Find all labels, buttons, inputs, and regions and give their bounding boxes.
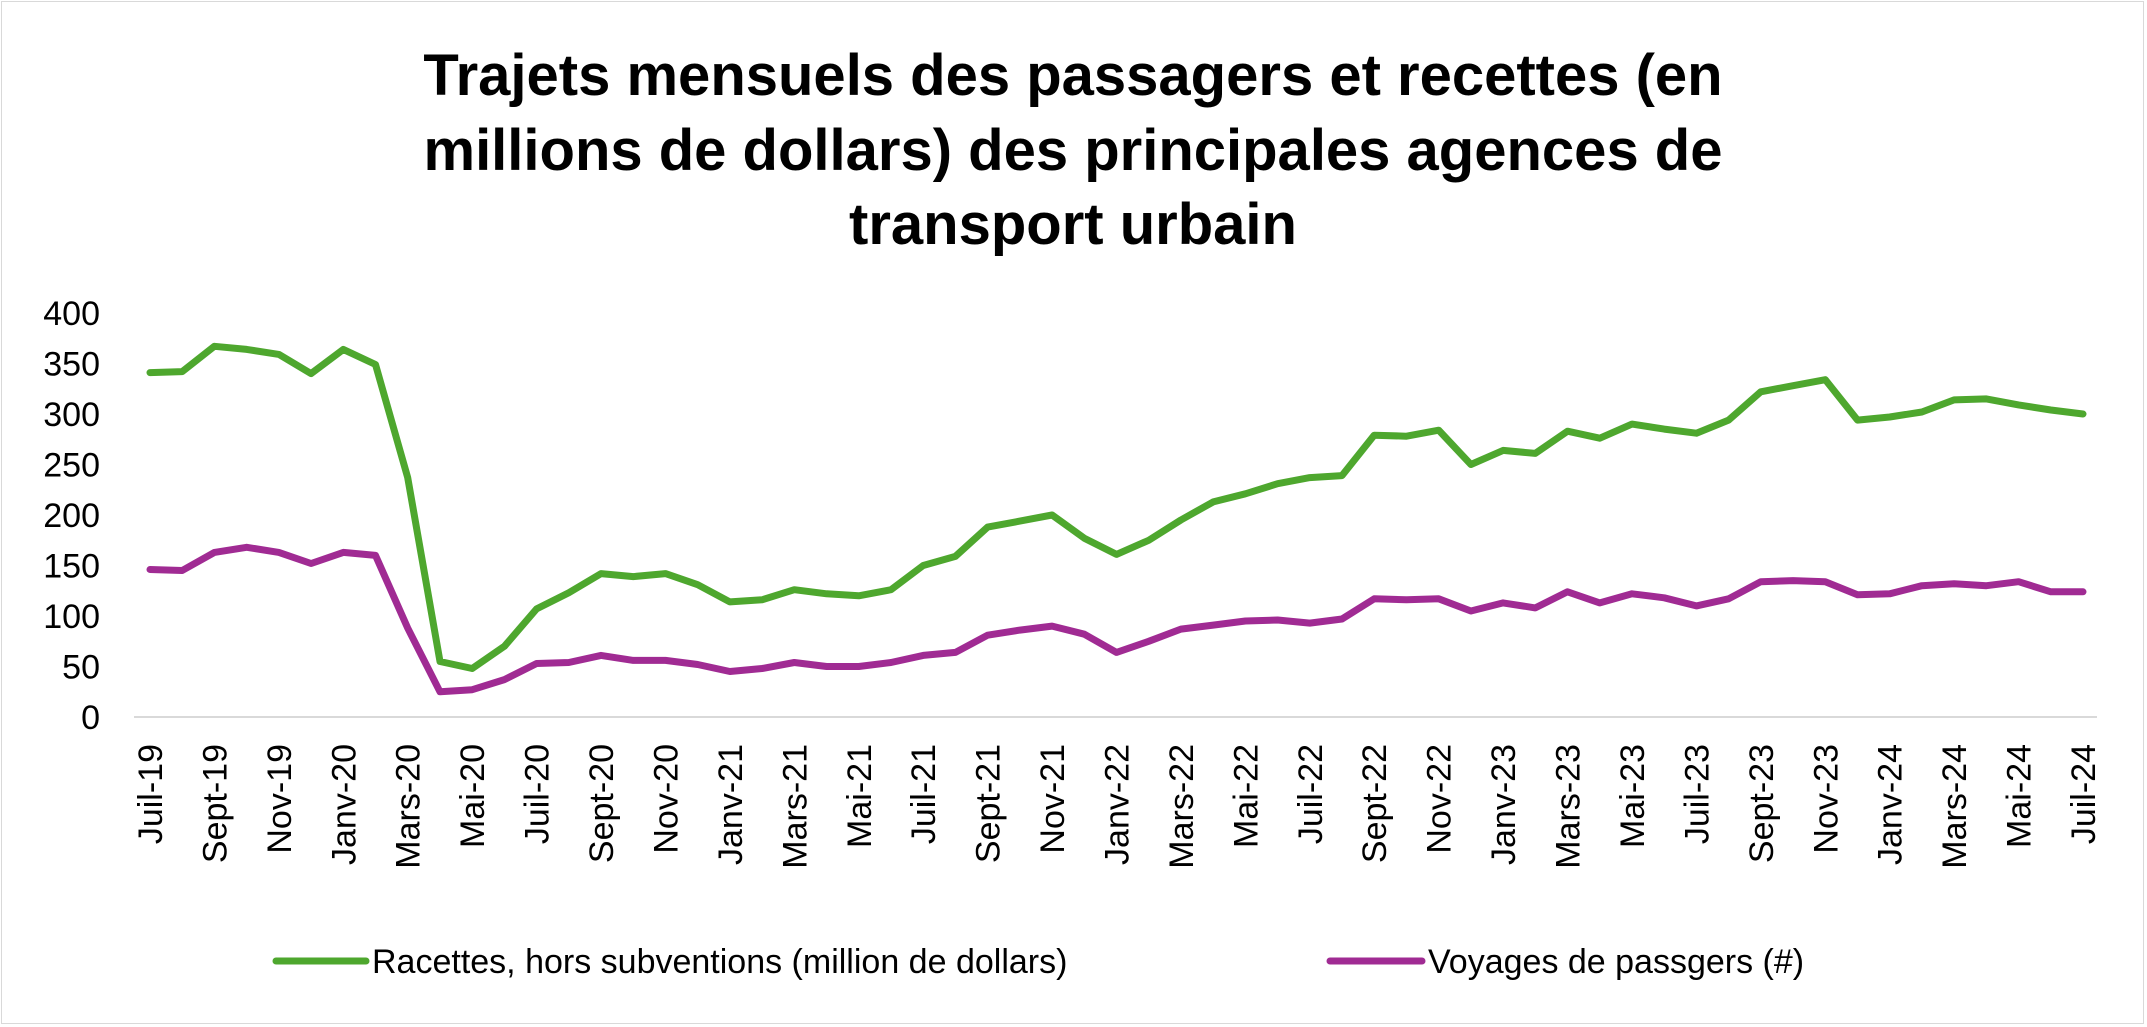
x-tick-label: Sept-23 <box>1743 744 1781 863</box>
x-tick-label: Mai-21 <box>841 744 879 848</box>
chart-title: Trajets mensuels des passagers et recett… <box>423 43 1722 257</box>
x-tick-label: Janv-22 <box>1099 744 1137 865</box>
x-tick-label: Nov-19 <box>261 744 299 854</box>
y-tick-label: 350 <box>43 346 100 384</box>
x-tick-label: Mars-21 <box>776 744 814 869</box>
x-tick-label: Janv-21 <box>712 744 750 865</box>
x-tick-label: Sept-20 <box>583 744 621 863</box>
x-tick-label: Sept-22 <box>1356 744 1394 863</box>
x-tick-label: Sept-21 <box>970 744 1008 863</box>
x-tick-label: Mars-23 <box>1550 744 1588 869</box>
y-tick-label: 100 <box>43 598 100 636</box>
x-tick-label: Mars-24 <box>1936 744 1974 869</box>
x-tick-label: Juil-21 <box>905 744 943 844</box>
x-tick-label: Janv-20 <box>325 744 363 865</box>
x-tick-label: Mai-20 <box>454 744 492 848</box>
legend-label-1: Racettes, hors subventions (million de d… <box>372 943 1067 981</box>
x-tick-label: Nov-22 <box>1421 744 1459 854</box>
legend: Racettes, hors subventions (million de d… <box>272 943 1804 981</box>
x-tick-label: Mai-24 <box>2001 744 2039 848</box>
y-tick-label: 0 <box>81 699 100 737</box>
y-tick-label: 50 <box>62 649 100 687</box>
chart-title-line-3: transport urbain <box>849 192 1297 257</box>
x-tick-label: Nov-20 <box>647 744 685 854</box>
y-tick-label: 300 <box>43 396 100 434</box>
x-tick-label: Juil-24 <box>2065 744 2103 844</box>
chart-title-line-2: millions de dollars) des principales age… <box>424 118 1723 183</box>
x-tick-label: Juil-22 <box>1292 744 1330 844</box>
x-tick-label: Mars-22 <box>1163 744 1201 869</box>
x-tick-label: Janv-24 <box>1872 744 1910 865</box>
series-line-1 <box>146 342 2087 672</box>
x-tick-label: Mai-23 <box>1614 744 1652 848</box>
chart-title-line-1: Trajets mensuels des passagers et recett… <box>423 43 1722 108</box>
y-tick-label: 150 <box>43 548 100 586</box>
x-tick-label: Sept-19 <box>196 744 234 863</box>
x-tick-label: Juil-19 <box>132 744 170 844</box>
x-tick-label: Janv-23 <box>1485 744 1523 865</box>
y-axis: 0 50 100 150 200 250 300 350 400 <box>43 295 100 737</box>
x-tick-label: Nov-21 <box>1034 744 1072 854</box>
y-tick-label: 250 <box>43 447 100 485</box>
y-tick-label: 400 <box>43 295 100 333</box>
x-tick-label: Juil-20 <box>519 744 557 844</box>
y-tick-label: 200 <box>43 497 100 535</box>
legend-label-2: Voyages de passgers (#) <box>1428 943 1804 981</box>
x-tick-label: Mai-22 <box>1227 744 1265 848</box>
x-tick-label: Mars-20 <box>390 744 428 869</box>
plot-area <box>146 342 2087 696</box>
x-axis: Juil-19 Sept-19 Nov-19 Janv-20 Mars-20 Mai-20… <box>132 716 2103 869</box>
x-tick-label: Juil-23 <box>1678 744 1716 844</box>
x-tick-label: Nov-23 <box>1807 744 1845 854</box>
series-line-2 <box>146 543 2087 696</box>
